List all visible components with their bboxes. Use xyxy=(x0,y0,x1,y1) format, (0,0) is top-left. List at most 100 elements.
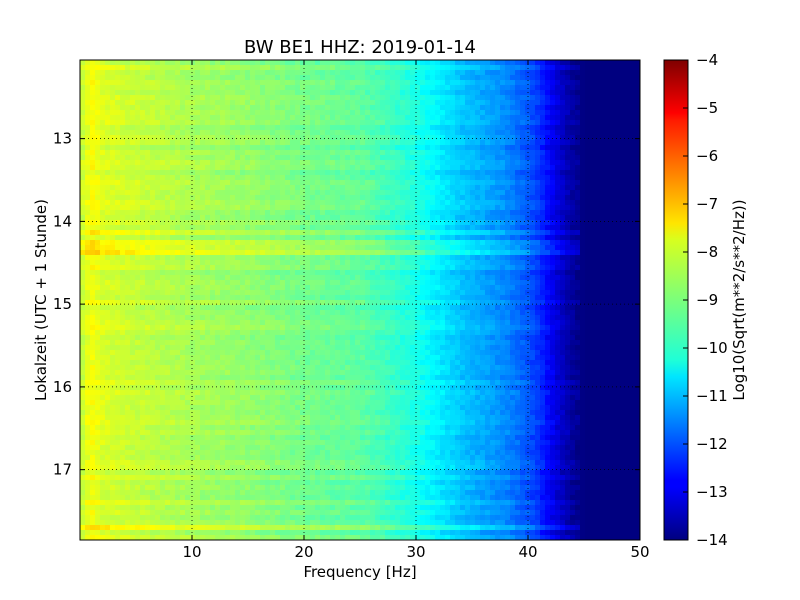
heatmap-cell xyxy=(315,195,321,201)
heatmap-cell xyxy=(165,185,171,191)
heatmap-cell xyxy=(215,280,221,286)
heatmap-cell xyxy=(375,140,381,146)
heatmap-cell xyxy=(480,135,486,141)
heatmap-cell xyxy=(560,135,566,141)
heatmap-cell xyxy=(505,255,511,261)
heatmap-cell xyxy=(430,95,436,101)
heatmap-cell xyxy=(415,165,421,171)
heatmap-cell xyxy=(125,265,131,271)
heatmap-cell xyxy=(470,220,476,226)
heatmap-cell xyxy=(500,135,506,141)
heatmap-cell xyxy=(435,130,441,136)
heatmap-cell xyxy=(505,95,511,101)
heatmap-cell xyxy=(385,135,391,141)
heatmap-cell xyxy=(625,75,631,81)
heatmap-cell xyxy=(115,200,121,206)
heatmap-cell xyxy=(285,170,291,176)
heatmap-cell xyxy=(435,190,441,196)
heatmap-cell xyxy=(415,120,421,126)
heatmap-cell xyxy=(440,105,446,111)
heatmap-cell xyxy=(245,70,251,76)
heatmap-cell xyxy=(440,235,446,241)
heatmap-cell xyxy=(300,140,306,146)
heatmap-cell xyxy=(575,135,581,141)
heatmap-cell xyxy=(420,160,426,166)
heatmap-cell xyxy=(225,105,231,111)
heatmap-cell xyxy=(115,75,121,81)
heatmap-cell xyxy=(90,220,96,226)
heatmap-cell xyxy=(220,270,226,276)
heatmap-cell xyxy=(95,185,101,191)
heatmap-cell xyxy=(345,125,351,131)
heatmap-cell xyxy=(635,190,640,196)
heatmap-cell xyxy=(515,160,521,166)
heatmap-cell xyxy=(160,230,166,236)
heatmap-cell xyxy=(565,170,571,176)
heatmap-cell xyxy=(320,125,326,131)
heatmap-cell xyxy=(585,190,591,196)
heatmap-cell xyxy=(255,215,261,221)
heatmap-cell xyxy=(465,215,471,221)
heatmap-cell xyxy=(190,180,196,186)
heatmap-cell xyxy=(515,235,521,241)
heatmap-cell xyxy=(555,190,561,196)
heatmap-cell xyxy=(80,60,86,66)
heatmap-cell xyxy=(300,175,306,181)
heatmap-cell xyxy=(240,90,246,96)
heatmap-cell xyxy=(250,115,256,121)
heatmap-cell xyxy=(345,60,351,66)
heatmap-cell xyxy=(505,200,511,206)
heatmap-cell xyxy=(580,105,586,111)
heatmap-cell xyxy=(300,220,306,226)
heatmap-cell xyxy=(100,130,106,136)
heatmap-cell xyxy=(290,70,296,76)
heatmap-cell xyxy=(465,230,471,236)
heatmap-cell xyxy=(465,220,471,226)
heatmap-cell xyxy=(200,130,206,136)
heatmap-cell xyxy=(345,130,351,136)
heatmap-cell xyxy=(385,110,391,116)
heatmap-cell xyxy=(510,140,516,146)
heatmap-cell xyxy=(495,65,501,71)
heatmap-cell xyxy=(420,265,426,271)
heatmap-cell xyxy=(460,155,466,161)
heatmap-cell xyxy=(205,70,211,76)
heatmap-cell xyxy=(150,145,156,151)
heatmap-cell xyxy=(475,185,481,191)
heatmap-cell xyxy=(190,70,196,76)
heatmap-cell xyxy=(80,155,86,161)
heatmap-cell xyxy=(190,165,196,171)
heatmap-cell xyxy=(210,175,216,181)
heatmap-cell xyxy=(360,75,366,81)
heatmap-cell xyxy=(180,60,186,66)
heatmap-cell xyxy=(80,245,86,251)
heatmap-cell xyxy=(375,85,381,91)
heatmap-cell xyxy=(515,90,521,96)
heatmap-cell xyxy=(100,215,106,221)
heatmap-cell xyxy=(465,160,471,166)
heatmap-cell xyxy=(190,255,196,261)
heatmap-cell xyxy=(630,65,636,71)
heatmap-cell xyxy=(615,160,621,166)
heatmap-cell xyxy=(460,160,466,166)
heatmap-cell xyxy=(450,65,456,71)
heatmap-cell xyxy=(520,190,526,196)
heatmap-cell xyxy=(165,140,171,146)
heatmap-cell xyxy=(520,210,526,216)
heatmap-cell xyxy=(185,175,191,181)
heatmap-cell xyxy=(450,70,456,76)
heatmap-cell xyxy=(415,240,421,246)
heatmap-cell xyxy=(430,100,436,106)
heatmap-cell xyxy=(415,260,421,266)
heatmap-cell xyxy=(165,95,171,101)
heatmap-cell xyxy=(320,100,326,106)
heatmap-cell xyxy=(620,235,626,241)
heatmap-cell xyxy=(295,110,301,116)
heatmap-cell xyxy=(200,60,206,66)
heatmap-cell xyxy=(90,60,96,66)
heatmap-cell xyxy=(570,140,576,146)
heatmap-cell xyxy=(160,105,166,111)
heatmap-cell xyxy=(270,120,276,126)
heatmap-cell xyxy=(330,165,336,171)
heatmap-cell xyxy=(595,235,601,241)
